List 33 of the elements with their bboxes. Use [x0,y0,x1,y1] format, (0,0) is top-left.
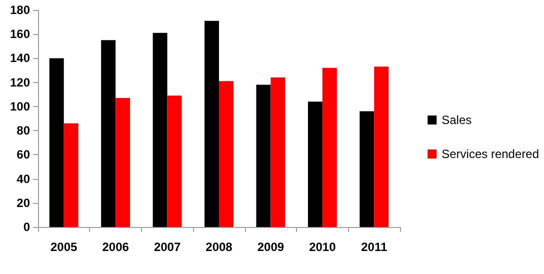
y-tick-label: 100 [10,99,30,114]
y-tick-label: 120 [10,75,30,90]
bar [64,123,78,227]
bar [219,81,234,227]
bar [152,32,168,227]
legend-label: Services rendered [442,147,540,161]
bar [374,66,389,227]
bar [204,20,219,227]
bar [308,102,322,227]
bar [101,40,116,227]
bar [167,96,182,227]
bar [270,78,286,227]
x-tick-label: 2010 [309,240,336,254]
y-tick-label: 160 [10,27,30,42]
y-tick-label: 0 [23,220,30,234]
bar [49,58,64,227]
x-tick-label: 2006 [102,240,130,254]
y-tick-label: 20 [16,196,30,210]
bar [256,84,271,227]
legend-label: Sales [442,113,472,127]
x-tick-label: 2009 [257,240,284,254]
x-tick-label: 2005 [50,240,78,254]
x-tick-label: 2008 [206,240,233,254]
y-tick-label: 140 [10,51,30,66]
y-tick-label: 180 [10,3,30,17]
bar [116,98,130,227]
bar [322,68,337,227]
x-tick-label: 2011 [361,240,388,254]
x-tick-label: 2007 [154,240,181,254]
y-tick-label: 40 [16,172,30,186]
y-tick-label: 60 [16,148,30,162]
bar [360,111,374,227]
y-tick-label: 80 [16,124,30,138]
